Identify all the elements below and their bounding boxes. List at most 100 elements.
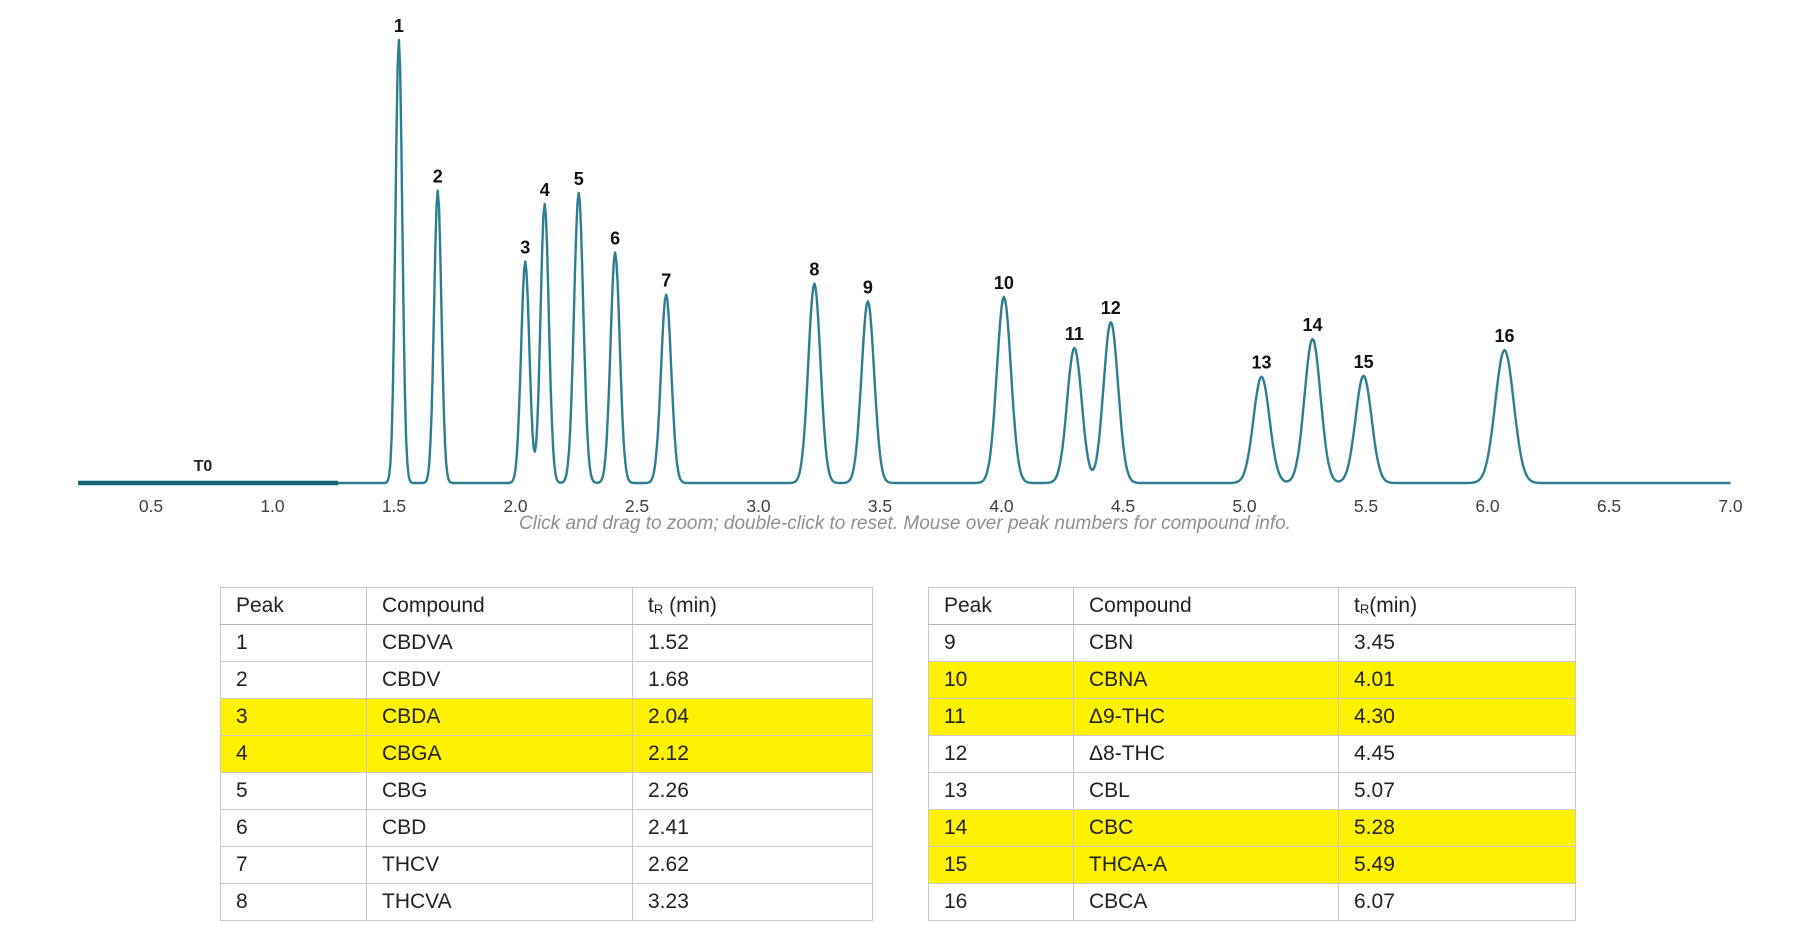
chromatogram-panel[interactable]: T0 0.5 1.0 1.5 2.0 2.5 3.0 3.5 4.0 4.5 5.0 5.5 6.0 6… (0, 0, 1800, 560)
table-row: 11 Δ9-THC 4.30 (928, 698, 1576, 736)
cell-compound: CBCA (1073, 883, 1339, 921)
cell-tr: 2.41 (632, 809, 873, 847)
col-header-peak: Peak (220, 587, 367, 625)
x-tick-label: 4.0 (989, 496, 1014, 516)
cell-peak: 15 (928, 846, 1074, 884)
x-tick-label: 2.0 (503, 496, 528, 516)
chromatogram-trace (78, 38, 1731, 485)
peak-label-5[interactable]: 5 (574, 169, 584, 189)
cell-peak: 6 (220, 809, 367, 847)
x-tick-label: 1.5 (382, 496, 406, 516)
cell-peak: 3 (220, 698, 367, 736)
table-row: 16 CBCA 6.07 (928, 883, 1576, 921)
x-tick-label: 6.0 (1475, 496, 1500, 516)
cell-peak: 7 (220, 846, 367, 884)
cell-tr: 2.62 (632, 846, 873, 884)
peak-label-12[interactable]: 12 (1101, 298, 1121, 318)
table-row: 10 CBNA 4.01 (928, 661, 1576, 699)
table-row: 14 CBC 5.28 (928, 809, 1576, 847)
table-row: 5 CBG 2.26 (220, 772, 873, 810)
peak-table-right: Peak Compound tR(min) 9 CBN 3.45 10 CBNA 4.01… (928, 587, 1576, 921)
col-header-compound: Compound (366, 587, 633, 625)
peak-label-14[interactable]: 14 (1302, 315, 1322, 335)
cell-peak: 10 (928, 661, 1074, 699)
cell-peak: 16 (928, 883, 1074, 921)
col-header-compound: Compound (1073, 587, 1339, 625)
cell-compound: CBL (1073, 772, 1339, 810)
cell-tr: 4.30 (1338, 698, 1576, 736)
cell-compound: CBD (366, 809, 633, 847)
peak-label-1[interactable]: 1 (394, 16, 404, 36)
cell-tr: 3.23 (632, 883, 873, 921)
x-tick-label: 4.5 (1111, 496, 1135, 516)
x-tick-label: 5.5 (1354, 496, 1378, 516)
peak-label-8[interactable]: 8 (809, 260, 819, 280)
peak-label-16[interactable]: 16 (1494, 326, 1514, 346)
table-row: 15 THCA-A 5.49 (928, 846, 1576, 884)
cell-tr: 4.45 (1338, 735, 1576, 773)
table-row: 4 CBGA 2.12 (220, 735, 873, 773)
cell-tr: 5.07 (1338, 772, 1576, 810)
cell-compound: CBNA (1073, 661, 1339, 699)
x-tick-label: 6.5 (1597, 496, 1621, 516)
cell-tr: 5.49 (1338, 846, 1576, 884)
cell-tr: 4.01 (1338, 661, 1576, 699)
cell-compound: CBDVA (366, 624, 633, 662)
x-tick-label: 5.0 (1232, 496, 1257, 516)
cell-peak: 11 (928, 698, 1074, 736)
col-header-tr: tR (min) (632, 587, 873, 625)
cell-compound: CBDV (366, 661, 633, 699)
t0-label: T0 (194, 458, 213, 475)
cell-tr: 2.26 (632, 772, 873, 810)
peak-label-6[interactable]: 6 (610, 229, 620, 249)
peak-label-9[interactable]: 9 (863, 277, 873, 297)
cell-peak: 14 (928, 809, 1074, 847)
x-tick-label: 3.0 (746, 496, 771, 516)
cell-peak: 13 (928, 772, 1074, 810)
cell-peak: 1 (220, 624, 367, 662)
x-axis-tick-labels: 0.5 1.0 1.5 2.0 2.5 3.0 3.5 4.0 4.5 5.0 5.5 6.0 6.5 7… (139, 496, 1743, 516)
cell-compound: CBDA (366, 698, 633, 736)
table-row: 1 CBDVA 1.52 (220, 624, 873, 662)
table-row: 7 THCV 2.62 (220, 846, 873, 884)
x-tick-label: 7.0 (1718, 496, 1743, 516)
col-header-peak: Peak (928, 587, 1074, 625)
peak-table-left: Peak Compound tR (min) 1 CBDVA 1.52 2 CBDV 1.… (220, 587, 873, 921)
x-tick-label: 0.5 (139, 496, 163, 516)
peak-label-11[interactable]: 11 (1065, 324, 1084, 344)
table-row: 8 THCVA 3.23 (220, 883, 873, 921)
cell-compound: THCVA (366, 883, 633, 921)
table-row: 13 CBL 5.07 (928, 772, 1576, 810)
cell-tr: 1.52 (632, 624, 873, 662)
table-row: 3 CBDA 2.04 (220, 698, 873, 736)
cell-tr: 5.28 (1338, 809, 1576, 847)
peak-label-15[interactable]: 15 (1354, 352, 1374, 372)
table-row: 6 CBD 2.41 (220, 809, 873, 847)
cell-compound: THCA-A (1073, 846, 1339, 884)
peak-label-7[interactable]: 7 (661, 271, 671, 291)
cell-peak: 8 (220, 883, 367, 921)
chromatogram-plot[interactable]: T0 0.5 1.0 1.5 2.0 2.5 3.0 3.5 4.0 4.5 5.0 5.5 6.0 6… (0, 0, 1800, 560)
cell-compound: CBG (366, 772, 633, 810)
table-row: 2 CBDV 1.68 (220, 661, 873, 699)
cell-compound: CBGA (366, 735, 633, 773)
peak-label-3[interactable]: 3 (520, 238, 530, 258)
table-header-row: Peak Compound tR (min) (220, 587, 873, 625)
cell-tr: 2.04 (632, 698, 873, 736)
chart-caption: Click and drag to zoom; double-click to … (519, 513, 1291, 534)
cell-compound: Δ8-THC (1073, 735, 1339, 773)
peak-label-2[interactable]: 2 (433, 167, 443, 187)
cell-peak: 9 (928, 624, 1074, 662)
cell-peak: 2 (220, 661, 367, 699)
peak-label-13[interactable]: 13 (1251, 353, 1271, 373)
cell-tr: 2.12 (632, 735, 873, 773)
x-tick-label: 3.5 (868, 496, 892, 516)
table-header-row: Peak Compound tR(min) (928, 587, 1576, 625)
peak-label-4[interactable]: 4 (540, 180, 550, 200)
peak-label-10[interactable]: 10 (994, 273, 1014, 293)
cell-compound: THCV (366, 846, 633, 884)
cell-compound: CBC (1073, 809, 1339, 847)
cell-compound: Δ9-THC (1073, 698, 1339, 736)
cell-peak: 5 (220, 772, 367, 810)
